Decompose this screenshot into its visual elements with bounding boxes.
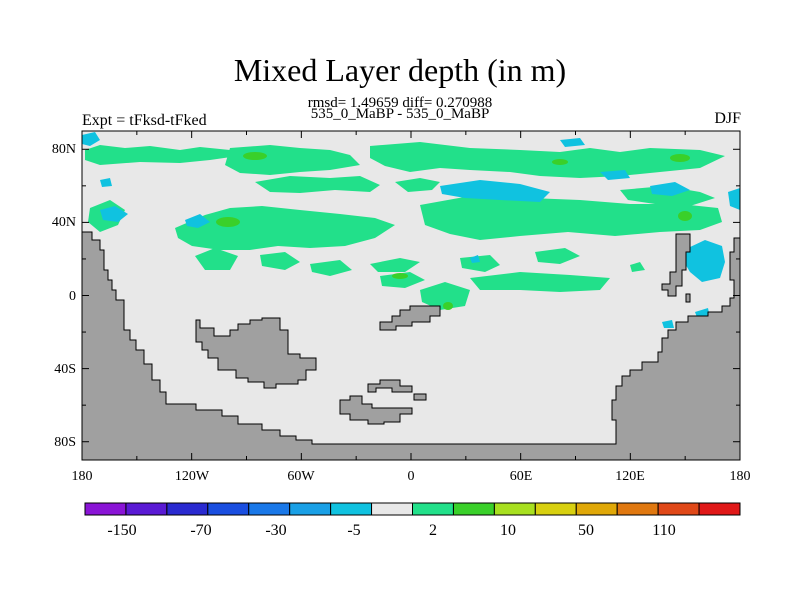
colorbar-box: [84, 502, 127, 516]
positive-anomaly-patches: [85, 142, 725, 310]
colorbar-box: [616, 502, 659, 516]
colorbar-box: [534, 502, 577, 516]
map-panel: [82, 131, 740, 460]
colorbar-box: [575, 502, 618, 516]
x-tick-label: 180: [730, 469, 751, 484]
y-tick-label: 80N: [52, 142, 76, 157]
season-label: DJF: [714, 110, 741, 127]
colorbar-label: -150: [107, 522, 136, 539]
x-tick-label: 120E: [615, 469, 645, 484]
colorbar-box: [125, 502, 168, 516]
plot-title: Mixed Layer depth (in m): [233, 52, 567, 88]
x-tick-label: 60E: [510, 469, 533, 484]
x-axis: 180 120W 60W 0 60E 120E 180: [72, 469, 751, 484]
x-tick-label: 120W: [175, 469, 210, 484]
case-label: 535_0_MaBP - 535_0_MaBP: [310, 106, 490, 122]
colorbar-label: -70: [190, 522, 211, 539]
colorbar-box: [371, 502, 413, 516]
colorbar-box: [657, 502, 700, 516]
axis-ticks: [81, 131, 741, 460]
colorbar-box: [330, 502, 373, 516]
x-tick-label: 0: [408, 469, 415, 484]
y-tick-label: 80S: [54, 435, 76, 450]
experiment-label: Expt = tFksd-tFked: [82, 112, 207, 129]
colorbar-box: [698, 502, 741, 516]
colorbar-box: [166, 502, 209, 516]
colorbar-box: [493, 502, 536, 516]
colorbar-label: 2: [429, 522, 437, 539]
land-mask: [82, 231, 740, 460]
colorbar-labels: -150 -70 -30 -5 2 10 50 110: [107, 522, 675, 539]
y-tick-label: 40N: [52, 215, 76, 230]
y-tick-label: 0: [69, 289, 76, 304]
plot-subtitle-stats: rmsd= 1.49659 diff= 0.270988: [307, 95, 493, 111]
y-tick-label: 40S: [54, 362, 76, 377]
colorbar-box: [207, 502, 250, 516]
colorbar-label: 50: [578, 522, 594, 539]
colorbar-label: -5: [347, 522, 360, 539]
colorbar-box: [289, 502, 332, 516]
colorbar-label: -30: [265, 522, 286, 539]
colorbar-box: [452, 502, 495, 516]
colorbar-label: 110: [652, 522, 675, 539]
strong-positive-patches: [216, 152, 692, 310]
colorbar-box: [412, 502, 454, 516]
negative-anomaly-patches: [82, 132, 740, 328]
y-axis: 80N 40N 0 40S 80S: [52, 142, 76, 450]
colorbar-box: [248, 502, 291, 516]
colorbar: [84, 502, 741, 516]
x-tick-label: 60W: [287, 469, 315, 484]
colorbar-label: 10: [500, 522, 516, 539]
x-tick-label: 180: [72, 469, 93, 484]
